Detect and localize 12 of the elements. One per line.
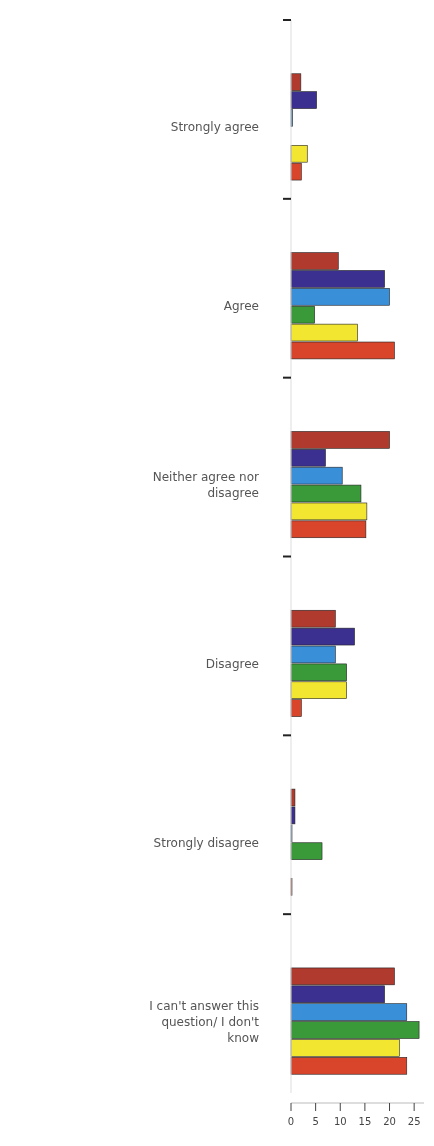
y-tick-label: Disagree [205,656,259,671]
y-tick-label: Strongly agree [170,120,259,135]
x-tick-label: 20 [383,1116,396,1127]
x-tick-label: 25 [407,1116,421,1127]
x-tick-label: 0 [287,1116,295,1127]
x-tick-label: 15 [358,1116,372,1127]
y-tick-label: I can't answer this question/ I don't know [149,998,260,1045]
x-tick-label: 5 [312,1116,319,1127]
x-tick-label: 10 [333,1116,347,1127]
y-tick-label: Neither agree nor disagree [152,470,260,501]
y-tick-label: Strongly disagree [153,835,259,850]
y-tick-label: Agree [223,299,259,314]
